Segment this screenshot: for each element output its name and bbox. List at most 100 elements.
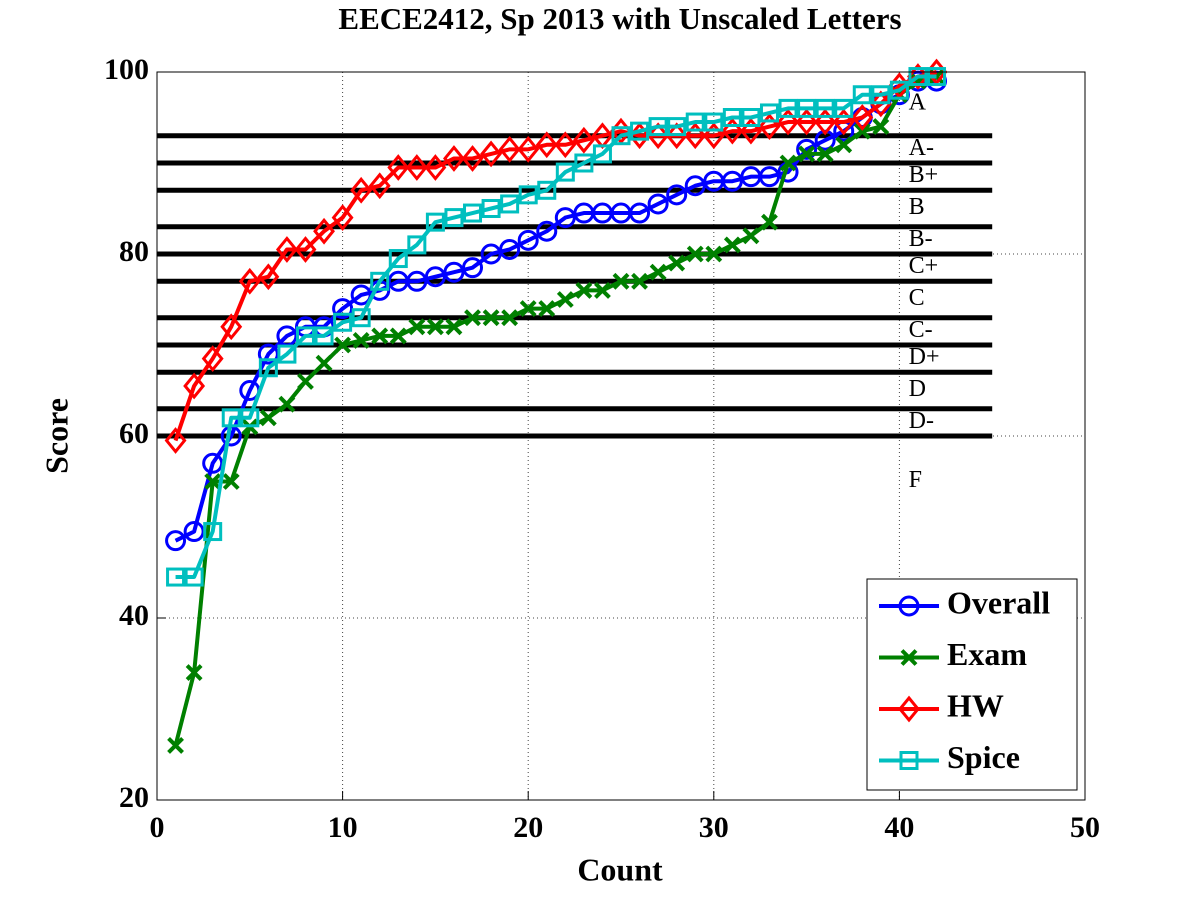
marker (705, 245, 723, 263)
marker (407, 235, 427, 255)
marker (443, 261, 465, 283)
marker (240, 408, 260, 428)
legend-label: Exam (947, 636, 1027, 672)
marker (704, 112, 724, 132)
marker (594, 281, 611, 299)
marker (297, 372, 314, 390)
marker (371, 327, 389, 345)
marker (166, 567, 186, 587)
marker (778, 98, 798, 118)
marker (257, 343, 279, 365)
marker (313, 217, 335, 245)
x-tick-label: 10 (328, 811, 358, 844)
marker (592, 144, 612, 164)
grade-label: B- (909, 226, 933, 252)
marker (535, 131, 558, 159)
marker (184, 567, 204, 587)
marker (238, 267, 261, 295)
grade-label: F (909, 467, 922, 493)
marker (702, 122, 725, 150)
marker (500, 194, 520, 214)
marker (183, 372, 206, 400)
marker (761, 213, 778, 231)
marker (554, 131, 577, 159)
marker (352, 332, 370, 349)
x-tick-label: 50 (1070, 811, 1100, 844)
marker (900, 649, 918, 666)
marker (649, 263, 667, 281)
marker (368, 172, 391, 200)
marker (647, 193, 669, 215)
grade-label: A (909, 89, 927, 115)
marker (480, 140, 503, 168)
marker (202, 452, 224, 474)
marker (666, 184, 688, 206)
marker (898, 595, 920, 617)
marker (517, 229, 539, 251)
marker (796, 138, 818, 160)
marker (294, 236, 317, 263)
marker (258, 358, 278, 378)
marker (722, 108, 742, 127)
marker (853, 122, 871, 140)
marker (907, 63, 929, 90)
legend-label: Overall (947, 584, 1050, 620)
marker (742, 227, 760, 245)
marker (257, 263, 280, 291)
marker (572, 126, 595, 154)
marker (554, 207, 576, 229)
y-tick-label: 60 (119, 417, 149, 450)
marker (721, 117, 744, 145)
marker (480, 243, 502, 265)
marker (723, 236, 741, 254)
marker (164, 427, 187, 454)
marker (424, 266, 446, 288)
grade-label: C+ (909, 253, 939, 279)
marker (629, 202, 651, 224)
marker (816, 145, 834, 163)
marker (795, 108, 818, 136)
marker (777, 108, 799, 136)
marker (259, 409, 277, 427)
marker (331, 204, 354, 231)
marker (462, 257, 484, 279)
marker (684, 122, 707, 150)
marker (556, 291, 574, 308)
legend-label: HW (947, 687, 1004, 723)
y-tick-label: 40 (119, 599, 149, 632)
marker (333, 312, 353, 332)
marker (315, 354, 333, 372)
marker (203, 522, 223, 542)
marker (277, 344, 297, 364)
marker (927, 67, 947, 87)
marker (498, 135, 521, 163)
marker (798, 145, 816, 163)
marker (518, 185, 538, 205)
marker (815, 98, 835, 118)
grade-label: D+ (909, 344, 940, 370)
marker (445, 318, 463, 336)
legend-label: Spice (947, 739, 1020, 775)
marker (575, 281, 593, 299)
marker (574, 153, 594, 173)
grade-label: C- (909, 317, 933, 343)
marker (741, 108, 761, 127)
marker (686, 245, 704, 263)
x-axis-label: Count (577, 851, 663, 887)
marker (668, 254, 686, 272)
marker (647, 122, 670, 150)
marker (611, 126, 631, 146)
marker (499, 238, 521, 260)
marker (721, 170, 743, 192)
marker (425, 212, 445, 232)
marker (204, 473, 222, 490)
marker (797, 98, 817, 118)
marker (538, 300, 556, 318)
marker (648, 117, 668, 137)
marker (350, 176, 373, 204)
marker (832, 108, 855, 136)
marker (424, 154, 447, 181)
marker (685, 112, 705, 132)
marker (834, 98, 854, 118)
